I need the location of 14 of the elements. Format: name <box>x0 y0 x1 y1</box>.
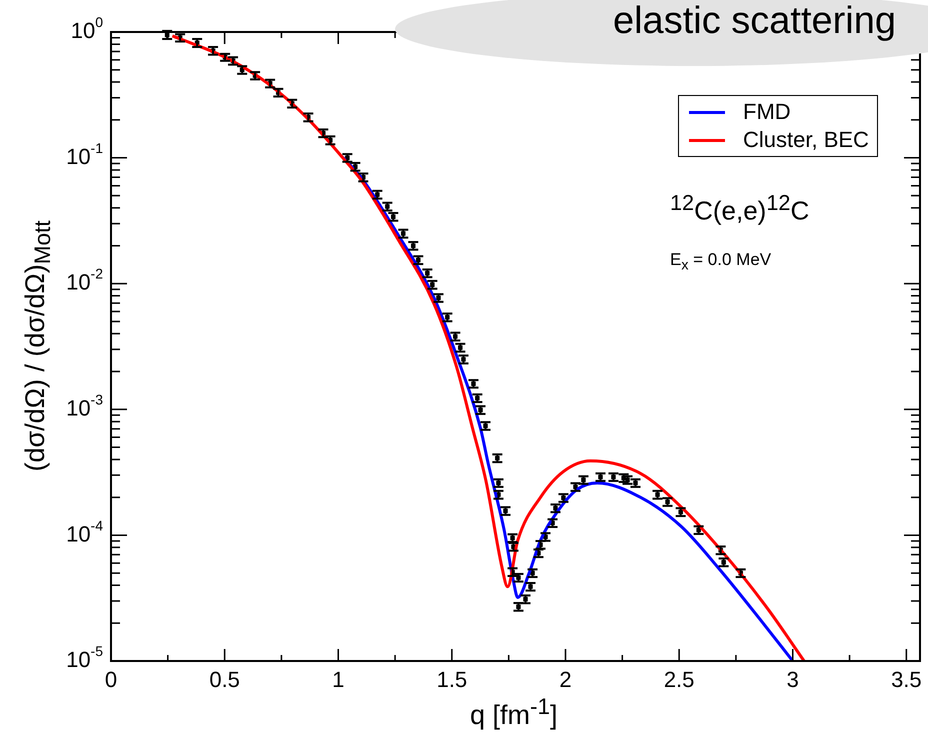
x-tick-label: 0 <box>104 667 118 692</box>
x-tick-label: 2.5 <box>664 667 694 692</box>
x-tick-label: 1.5 <box>436 667 468 692</box>
x-tick-label: 0.5 <box>209 667 240 692</box>
x-axis-title: q [fm$^{-1}$] <box>470 694 558 731</box>
x-tick-label: 2 <box>559 667 572 692</box>
annotation: E$_{x}$ = 0.0 MeV <box>670 250 772 274</box>
legend-label: Cluster, BEC <box>743 127 869 153</box>
x-tick-label: 3 <box>786 667 799 692</box>
annotation: $^{12}$C(e,e)$^{12}$C <box>670 190 810 227</box>
x-tick-label: 1 <box>332 667 344 692</box>
chart-title: elastic scattering <box>612 0 896 43</box>
x-tick-label: 3.5 <box>891 667 922 692</box>
legend-label: FMD <box>743 99 791 125</box>
